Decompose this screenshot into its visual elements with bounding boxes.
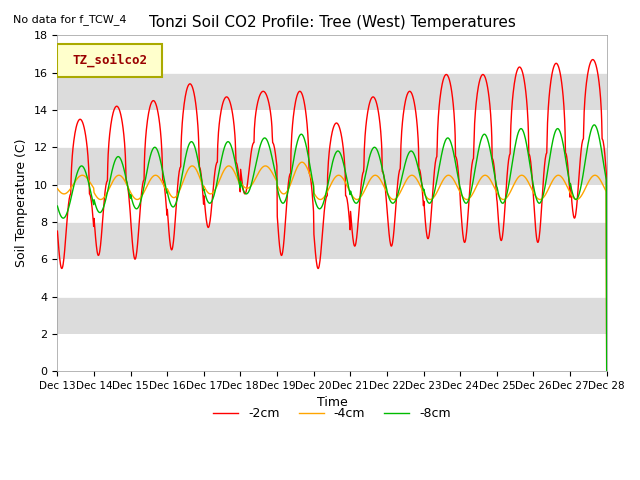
-8cm xyxy=(489,162,497,168)
Text: TZ_soilco2: TZ_soilco2 xyxy=(72,54,147,67)
-4cm xyxy=(176,188,184,193)
Line: -2cm: -2cm xyxy=(58,60,607,371)
Bar xyxy=(58,72,607,110)
-8cm xyxy=(590,122,598,128)
-2cm xyxy=(237,170,245,176)
-2cm xyxy=(489,157,497,163)
-4cm xyxy=(603,368,611,374)
X-axis label: Time: Time xyxy=(317,396,348,409)
-4cm xyxy=(163,188,170,193)
-2cm xyxy=(417,176,425,181)
-8cm xyxy=(176,186,184,192)
Bar xyxy=(58,222,607,259)
Text: No data for f_TCW_4: No data for f_TCW_4 xyxy=(13,14,126,25)
FancyBboxPatch shape xyxy=(58,44,162,77)
Bar xyxy=(58,297,607,334)
-8cm xyxy=(237,180,245,186)
Line: -4cm: -4cm xyxy=(58,162,607,371)
-8cm xyxy=(603,368,611,374)
Legend: -2cm, -4cm, -8cm: -2cm, -4cm, -8cm xyxy=(209,402,456,425)
Bar xyxy=(58,147,607,185)
Bar xyxy=(58,36,607,72)
-4cm xyxy=(298,159,306,165)
-4cm xyxy=(54,186,61,192)
-2cm xyxy=(589,57,596,62)
Title: Tonzi Soil CO2 Profile: Tree (West) Temperatures: Tonzi Soil CO2 Profile: Tree (West) Temp… xyxy=(148,15,515,30)
-4cm xyxy=(418,186,426,192)
-8cm xyxy=(538,198,545,204)
-8cm xyxy=(163,187,170,192)
-8cm xyxy=(54,203,61,209)
Bar xyxy=(58,334,607,371)
Bar xyxy=(58,110,607,147)
-2cm xyxy=(163,202,170,208)
-2cm xyxy=(603,368,611,374)
-4cm xyxy=(237,180,245,186)
-8cm xyxy=(417,178,425,184)
Y-axis label: Soil Temperature (C): Soil Temperature (C) xyxy=(15,139,28,267)
-2cm xyxy=(176,167,184,172)
-4cm xyxy=(538,196,546,202)
Bar xyxy=(58,185,607,222)
-2cm xyxy=(538,207,545,213)
Line: -8cm: -8cm xyxy=(58,125,607,371)
Bar xyxy=(58,259,607,297)
-2cm xyxy=(54,228,61,234)
-4cm xyxy=(490,182,497,188)
